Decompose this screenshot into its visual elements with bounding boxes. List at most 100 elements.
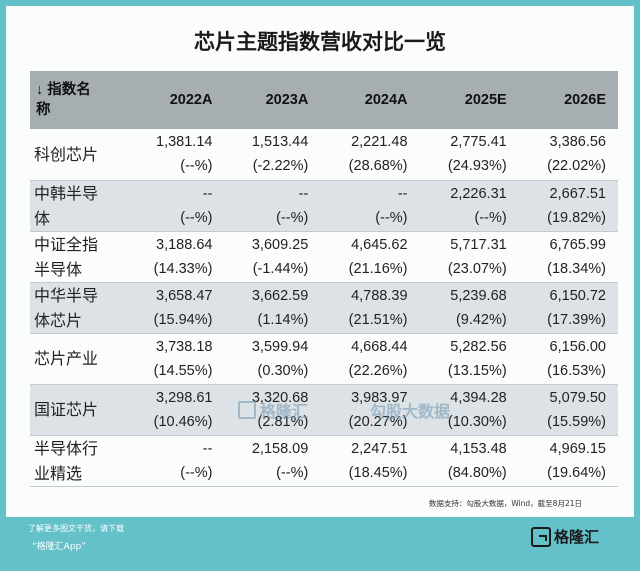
revenue-value: 2,667.51 bbox=[549, 185, 606, 202]
revenue-value: 3,298.61 bbox=[156, 389, 213, 406]
revenue-cell: 5,239.68 (9.42%) bbox=[419, 282, 519, 334]
revenue-cell: 3,320.68 (2.81%) bbox=[224, 384, 321, 436]
growth-rate: (21.51%) bbox=[348, 311, 408, 328]
column-header-year: 2022A bbox=[125, 71, 225, 129]
revenue-cell: 5,079.50 (15.59%) bbox=[518, 384, 618, 436]
index-name-text: 体 bbox=[34, 208, 51, 228]
revenue-cell: 2,158.09 (--%) bbox=[224, 435, 321, 487]
revenue-value: 2,221.48 bbox=[351, 134, 408, 151]
revenue-cell: -- (--%) bbox=[320, 180, 420, 232]
growth-rate: (1.14%) bbox=[257, 311, 309, 328]
sort-header-line2: 称 bbox=[36, 102, 51, 118]
revenue-cell: 5,282.56 (13.15%) bbox=[419, 333, 519, 385]
revenue-value: 3,609.25 bbox=[251, 236, 309, 253]
revenue-value: 4,668.44 bbox=[351, 338, 408, 355]
growth-rate: (16.53%) bbox=[547, 362, 606, 379]
revenue-value: -- bbox=[397, 185, 408, 202]
watermark-brand: 格隆汇 bbox=[260, 402, 309, 421]
revenue-cell: 3,609.25 (-1.44%) bbox=[224, 231, 321, 283]
revenue-cell: 1,513.44 (-2.22%) bbox=[224, 129, 321, 181]
growth-rate: (0.30%) bbox=[257, 362, 309, 379]
table-row: 半导体行 业精选 -- (--%) 2,158.09 (--%) 2,247.51 (18.4… bbox=[30, 435, 618, 487]
revenue-value: 3,658.47 bbox=[156, 287, 213, 304]
growth-rate: (14.55%) bbox=[153, 362, 213, 379]
index-name-text: 业精选 bbox=[34, 463, 83, 483]
column-header-year: 2025E bbox=[419, 71, 519, 129]
column-header-year: 2026E bbox=[518, 71, 618, 129]
growth-rate: (--%) bbox=[276, 464, 309, 481]
revenue-cell: 2,775.41 (24.93%) bbox=[419, 129, 519, 181]
index-name-text: 芯片产业 bbox=[34, 349, 99, 368]
growth-rate: (--%) bbox=[474, 209, 507, 226]
revenue-cell: -- (--%) bbox=[125, 435, 225, 487]
growth-rate: (18.45%) bbox=[348, 464, 408, 481]
revenue-value: -- bbox=[298, 185, 309, 202]
revenue-value: 1,513.44 bbox=[251, 134, 309, 151]
page-title: 芯片主题指数营收对比一览 bbox=[194, 30, 446, 54]
table-header-row: ↓ 指数名 称 2022A 2023A 2024A 2025E 2026E bbox=[30, 71, 618, 129]
revenue-value: 4,788.39 bbox=[351, 287, 408, 304]
growth-rate: (22.02%) bbox=[547, 158, 606, 175]
column-header-index-name[interactable]: ↓ 指数名 称 bbox=[30, 71, 126, 129]
revenue-value: 4,969.15 bbox=[549, 440, 606, 457]
watermark: 格隆汇 勾股大数据 bbox=[238, 398, 450, 422]
watermark-logo-icon bbox=[238, 401, 256, 419]
table-row: 中韩半导体 -- (--%) -- (--%) -- (--%) 2,226.31 (--%) 2… bbox=[30, 180, 618, 232]
revenue-cell: 2,667.51 (19.82%) bbox=[518, 180, 618, 232]
growth-rate: (19.82%) bbox=[547, 209, 606, 226]
revenue-cell: 3,188.64 (14.33%) bbox=[125, 231, 225, 283]
revenue-cell: 1,381.14 (--%) bbox=[125, 129, 225, 181]
revenue-cell: 4,645.62 (21.16%) bbox=[320, 231, 420, 283]
growth-rate: (84.80%) bbox=[447, 464, 507, 481]
watermark-data: 勾股大数据 bbox=[370, 402, 451, 421]
growth-rate: (2.81%) bbox=[257, 413, 309, 430]
revenue-cell: 6,150.72 (17.39%) bbox=[518, 282, 618, 334]
index-name-cell: 中华半导 体芯片 bbox=[30, 282, 126, 334]
revenue-cell: 3,386.56 (22.02%) bbox=[518, 129, 618, 181]
revenue-value: 3,386.56 bbox=[549, 134, 606, 151]
growth-rate: (10.30%) bbox=[447, 413, 507, 430]
revenue-table: ↓ 指数名 称 2022A 2023A 2024A 2025E 2026E 科创… bbox=[30, 71, 618, 487]
revenue-cell: -- (--%) bbox=[125, 180, 225, 232]
revenue-value: 3,320.68 bbox=[251, 389, 309, 406]
revenue-cell: 3,662.59 (1.14%) bbox=[224, 282, 321, 334]
revenue-cell: 4,668.44 (22.26%) bbox=[320, 333, 420, 385]
growth-rate: (--%) bbox=[180, 158, 213, 175]
revenue-value: 2,775.41 bbox=[450, 134, 507, 151]
index-name-text: 半导体 bbox=[34, 259, 83, 279]
revenue-cell: 3,983.97 (20.27%) bbox=[320, 384, 420, 436]
index-name-cell: 半导体行 业精选 bbox=[30, 435, 126, 487]
revenue-value: 2,226.31 bbox=[450, 185, 507, 202]
revenue-value: 5,239.68 bbox=[450, 287, 507, 304]
growth-rate: (--%) bbox=[375, 209, 408, 226]
revenue-value: 3,983.97 bbox=[351, 389, 408, 406]
revenue-cell: 2,221.48 (28.68%) bbox=[320, 129, 420, 181]
revenue-cell: 4,394.28 (10.30%) bbox=[419, 384, 519, 436]
column-header-year: 2023A bbox=[224, 71, 321, 129]
revenue-value: 3,662.59 bbox=[251, 287, 309, 304]
revenue-cell: 3,298.61 (10.46%) bbox=[125, 384, 225, 436]
growth-rate: (22.26%) bbox=[348, 362, 408, 379]
brand-logo: 格隆汇 bbox=[531, 526, 599, 547]
index-name-cell: 中证全指 半导体 bbox=[30, 231, 126, 283]
revenue-cell: 6,156.00 (16.53%) bbox=[518, 333, 618, 385]
index-name-text: 国证芯片 bbox=[34, 400, 99, 419]
revenue-value: 6,150.72 bbox=[549, 287, 606, 304]
table-row: 芯片产业 3,738.18 (14.55%) 3,599.94 (0.30%) 4,668… bbox=[30, 333, 618, 385]
revenue-cell: 4,969.15 (19.64%) bbox=[518, 435, 618, 487]
growth-rate: (21.16%) bbox=[348, 260, 408, 277]
revenue-value: 3,738.18 bbox=[156, 338, 213, 355]
growth-rate: (19.64%) bbox=[547, 464, 606, 481]
growth-rate: (17.39%) bbox=[547, 311, 606, 328]
index-name-text: 科创芯片 bbox=[34, 144, 99, 164]
growth-rate: (--%) bbox=[180, 464, 213, 481]
growth-rate: (--%) bbox=[276, 209, 309, 226]
sort-header-line1: ↓ 指数名 bbox=[36, 82, 91, 98]
app-name[interactable]: “格隆汇App” bbox=[32, 542, 86, 552]
growth-rate: (20.27%) bbox=[348, 413, 408, 430]
revenue-value: 4,153.48 bbox=[450, 440, 507, 457]
revenue-value: 4,394.28 bbox=[450, 389, 507, 406]
growth-rate: (23.07%) bbox=[447, 260, 507, 277]
index-name-text: 体芯片 bbox=[34, 310, 83, 330]
growth-rate: (24.93%) bbox=[447, 158, 507, 175]
